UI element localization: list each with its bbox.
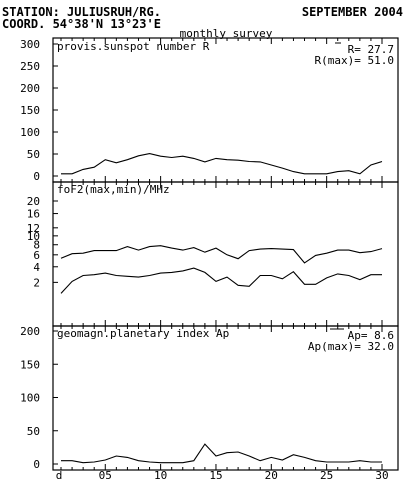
y-tick-label-fof2-20: 20 (27, 195, 40, 208)
y-tick-label-ap-100: 100 (20, 392, 40, 405)
panel-ap-max: Ap(max)= 32.0 (308, 340, 394, 353)
y-tick-label-sunspot-100: 100 (20, 126, 40, 139)
y-tick-label-sunspot-150: 150 (20, 104, 40, 117)
series-line-fof2-0 (60, 245, 383, 264)
coord-label: COORD. 54°38'N 13°23'E (2, 17, 161, 31)
y-tick-label-fof2-6: 6 (33, 249, 40, 262)
x-tick-label-5: 25 (320, 469, 333, 480)
x-tick-label-4: 20 (265, 469, 278, 480)
y-tick-label-sunspot-250: 250 (20, 60, 40, 73)
series-line-fof2-1 (60, 267, 382, 294)
panel-sunspot-mean: R= 27.7 (348, 43, 394, 56)
x-tick-label-2: 10 (154, 469, 167, 480)
x-tick-label-6: 30 (375, 469, 388, 480)
x-tick-label-1: 05 (99, 469, 112, 480)
y-tick-label-ap-50: 50 (27, 425, 40, 438)
panel-fof2-title: foF2(max,min)/MHz (57, 183, 170, 196)
y-tick-label-fof2-16: 16 (27, 208, 40, 221)
panel-sunspot-title: provis.sunspot number R (57, 40, 210, 53)
y-tick-label-ap-200: 200 (20, 325, 40, 338)
y-tick-label-fof2-10: 10 (27, 230, 40, 243)
y-tick-label-sunspot-300: 300 (20, 38, 40, 51)
y-tick-label-ap-0: 0 (33, 458, 40, 471)
y-tick-label-sunspot-50: 50 (27, 148, 40, 161)
y-tick-label-fof2-8: 8 (33, 239, 40, 252)
x-tick-label-3: 15 (209, 469, 222, 480)
y-tick-label-sunspot-200: 200 (20, 82, 40, 95)
panel-sunspot-max: R(max)= 51.0 (315, 54, 394, 67)
series-line-sunspot-0 (61, 153, 383, 175)
x-tick-label-0: d (56, 469, 63, 480)
subtitle: monthly survey (180, 27, 273, 40)
series-line-ap-0 (61, 443, 382, 464)
y-tick-label-sunspot-0: 0 (33, 170, 40, 183)
station-label: STATION: JULIUSRUH/RG. (2, 5, 161, 19)
panel-ap-mean: Ap= 8.6 (348, 329, 394, 342)
y-tick-label-fof2-12: 12 (27, 222, 40, 235)
y-tick-label-fof2-2: 2 (33, 276, 40, 289)
y-tick-label-ap-150: 150 (20, 358, 40, 371)
y-tick-label-fof2-4: 4 (33, 261, 40, 274)
panel-ap-title: geomagn.planetary index Ap (57, 327, 229, 340)
month-label: SEPTEMBER 2004 (302, 5, 403, 19)
